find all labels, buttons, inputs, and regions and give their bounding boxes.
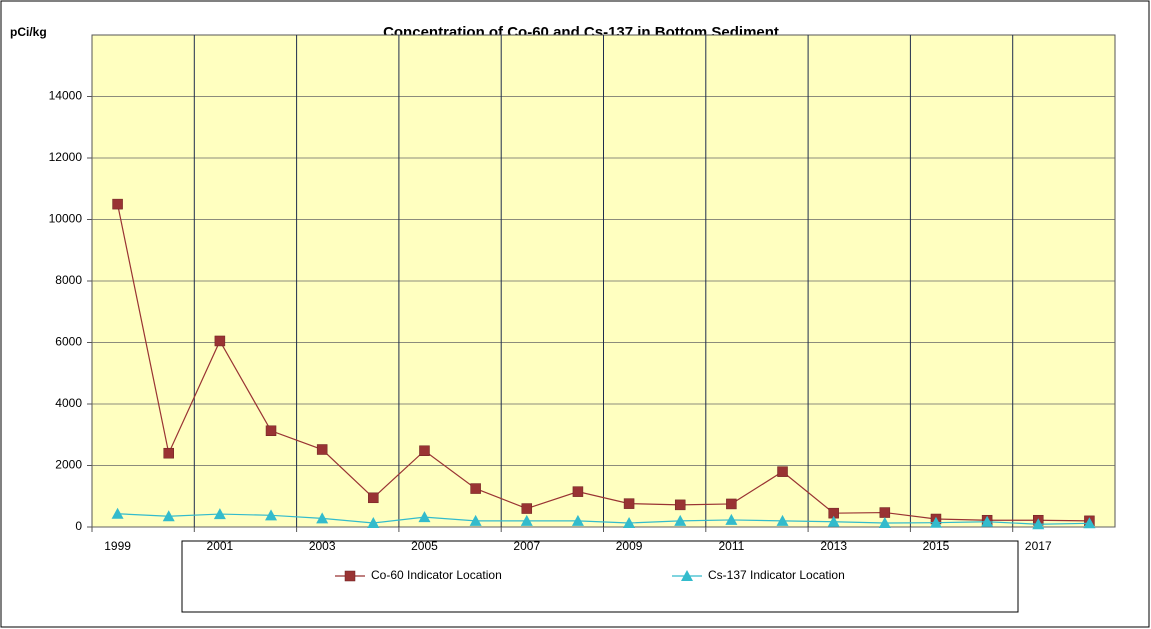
x-tick-label: 2001 xyxy=(207,539,234,553)
x-tick-label: 1999 xyxy=(104,539,131,553)
marker xyxy=(520,514,533,526)
x-tick-label: 2009 xyxy=(616,539,643,553)
y-tick-label: 0 xyxy=(75,519,82,533)
marker xyxy=(418,511,431,523)
marker xyxy=(878,517,891,529)
marker xyxy=(1083,517,1096,529)
marker xyxy=(367,517,380,529)
marker xyxy=(214,335,226,347)
marker xyxy=(112,198,123,210)
x-tick-label: 2003 xyxy=(309,539,336,553)
marker xyxy=(777,466,788,477)
marker xyxy=(929,516,942,528)
marker xyxy=(981,515,994,527)
legend-label: Cs-137 Indicator Location xyxy=(708,568,845,582)
marker xyxy=(623,517,636,529)
x-tick-label: 2015 xyxy=(923,539,950,553)
y-tick-label: 2000 xyxy=(55,458,82,472)
marker xyxy=(674,499,686,511)
marker xyxy=(316,512,329,524)
marker xyxy=(1032,518,1045,530)
marker xyxy=(726,498,737,510)
x-tick-label: 2007 xyxy=(513,539,540,553)
series-line xyxy=(116,204,1090,522)
y-tick-label: 6000 xyxy=(55,335,82,349)
marker xyxy=(674,514,687,526)
marker xyxy=(419,445,430,456)
marker xyxy=(725,513,738,525)
marker xyxy=(681,570,693,581)
marker xyxy=(213,508,226,520)
legend-label: Co-60 Indicator Location xyxy=(371,568,502,582)
y-tick-label: 14000 xyxy=(49,89,83,103)
marker xyxy=(571,514,584,526)
x-tick-label: 2013 xyxy=(820,539,847,553)
legend-box xyxy=(181,540,1019,613)
marker xyxy=(470,483,481,494)
marker xyxy=(572,486,584,497)
series-line xyxy=(117,513,1090,525)
marker xyxy=(265,425,277,437)
marker xyxy=(879,507,891,518)
marker xyxy=(344,570,356,582)
y-tick-label: 12000 xyxy=(49,150,83,164)
marker xyxy=(265,509,278,521)
marker xyxy=(469,514,482,526)
marker xyxy=(623,498,635,509)
marker xyxy=(316,444,328,455)
marker xyxy=(163,447,174,459)
x-tick-label: 2017 xyxy=(1025,539,1052,553)
x-tick-label: 2011 xyxy=(718,539,744,553)
y-tick-label: 4000 xyxy=(55,396,82,410)
marker xyxy=(368,492,379,504)
marker xyxy=(827,515,840,527)
y-axis-label: pCi/kg xyxy=(10,25,47,39)
marker xyxy=(162,510,175,522)
marker xyxy=(521,503,533,514)
marker xyxy=(111,507,124,519)
y-tick-label: 10000 xyxy=(49,212,83,226)
x-tick-label: 2005 xyxy=(411,539,438,553)
y-tick-label: 8000 xyxy=(55,273,82,287)
marker xyxy=(776,514,789,526)
